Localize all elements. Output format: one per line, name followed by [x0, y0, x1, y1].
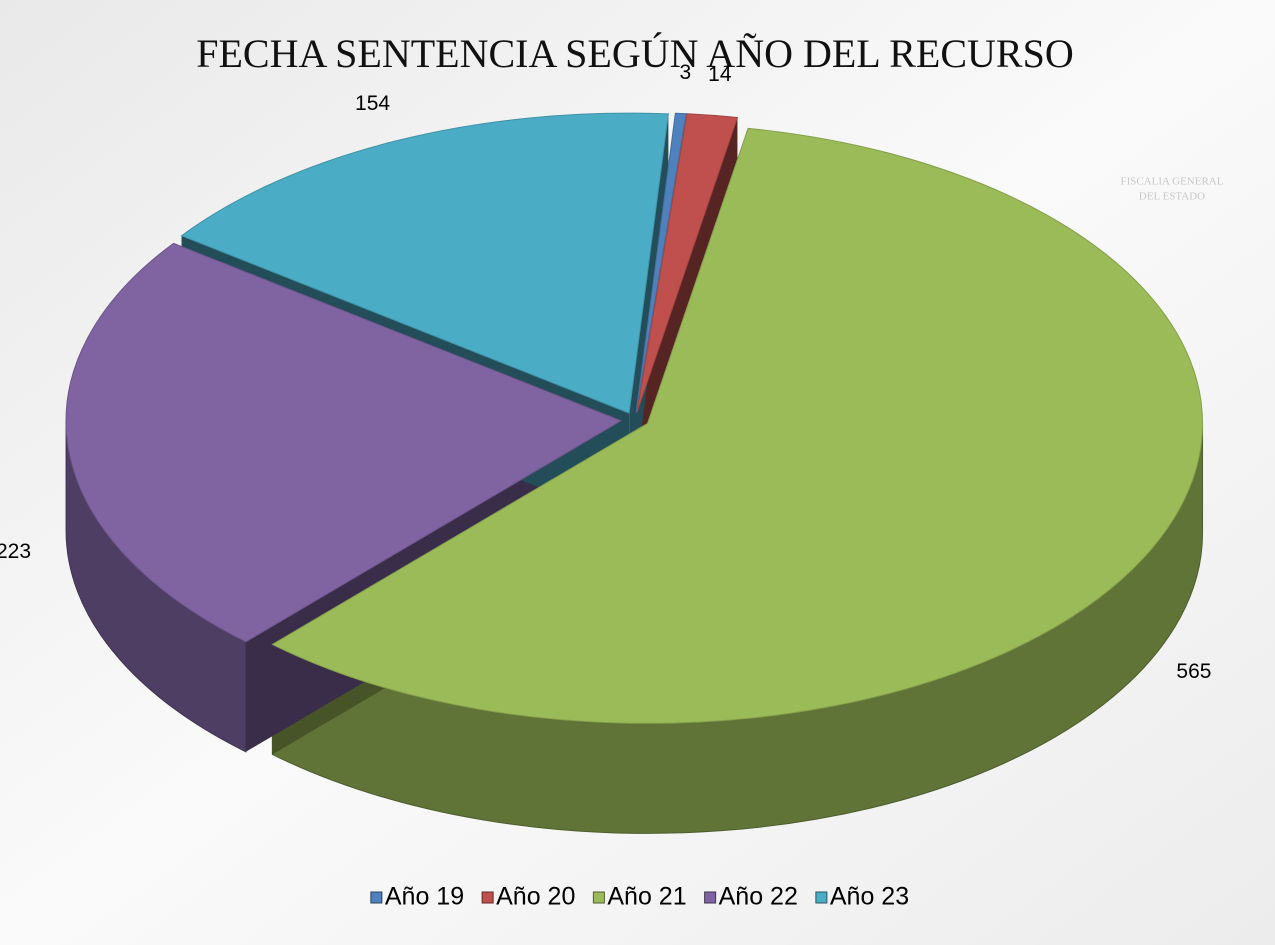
- legend-item: Año 22: [704, 883, 798, 911]
- pie-tops: [65, 112, 1203, 724]
- legend-marker: [704, 891, 717, 904]
- data-label: 223: [0, 540, 31, 563]
- legend-label: Año 23: [830, 883, 909, 911]
- data-label: 154: [355, 92, 390, 115]
- legend-marker: [815, 891, 828, 904]
- chart-title: FECHA SENTENCIA SEGÚN AÑO DEL RECURSO: [196, 31, 1073, 76]
- data-label: 565: [1176, 660, 1211, 683]
- legend-label: Año 19: [385, 883, 464, 911]
- slice: [636, 113, 739, 413]
- legend-item: Año 19: [370, 883, 464, 911]
- slice: [271, 127, 1203, 724]
- legend-item: Año 23: [815, 883, 909, 911]
- slice: [635, 112, 687, 413]
- data-label: 3: [679, 61, 691, 84]
- data-label: 14: [708, 63, 732, 86]
- legend-label: Año 22: [719, 883, 798, 911]
- legend-label: Año 21: [607, 883, 686, 911]
- legend-item: Año 21: [592, 883, 687, 911]
- legend-label: Año 20: [496, 883, 575, 911]
- logo-text: FISCALIA GENERAL: [1121, 176, 1224, 188]
- legend-marker: [592, 891, 605, 904]
- slice: [180, 112, 669, 414]
- legend: Año 19 Año 20 Año 21 Año 22 Año 23: [370, 883, 909, 911]
- legend-marker: [481, 891, 494, 904]
- logo-text: DEL ESTADO: [1139, 191, 1205, 203]
- slice: [65, 242, 623, 643]
- legend-marker: [370, 891, 383, 904]
- data-labels: 3 14 565 223 154: [0, 61, 1211, 683]
- legend-item: Año 20: [481, 883, 575, 911]
